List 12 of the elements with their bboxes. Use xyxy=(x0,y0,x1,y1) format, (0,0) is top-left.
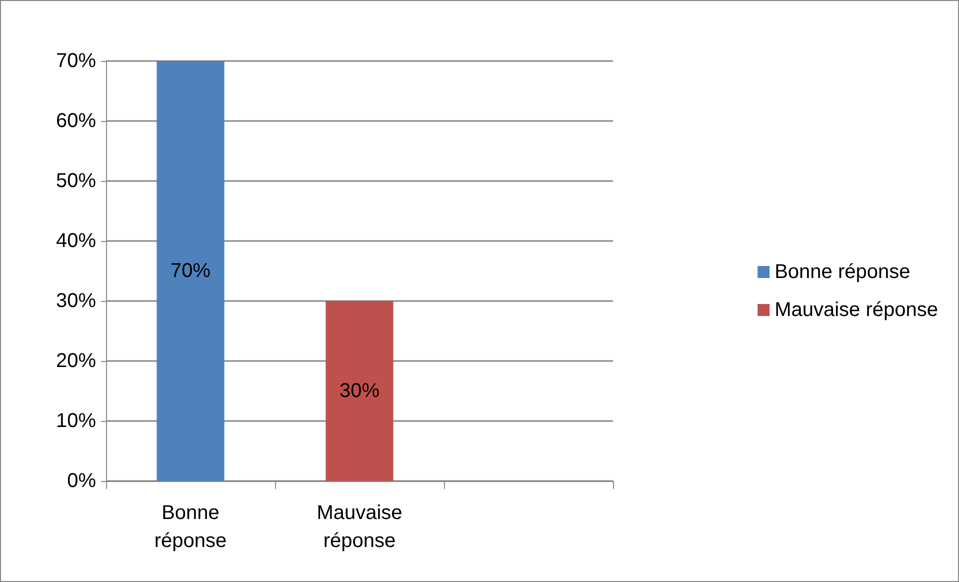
y-tick-label: 50% xyxy=(56,170,96,192)
data-label: 30% xyxy=(339,380,380,402)
y-tick-label: 0% xyxy=(67,470,96,492)
y-tick-label: 10% xyxy=(56,410,96,432)
y-tick-label: 60% xyxy=(56,110,96,132)
legend-label: Mauvaise réponse xyxy=(774,299,938,321)
y-tick-label: 30% xyxy=(56,290,96,312)
data-label: 70% xyxy=(170,260,211,282)
y-tick-label: 40% xyxy=(56,230,96,252)
legend-label: Bonne réponse xyxy=(774,261,910,283)
y-tick-label: 70% xyxy=(56,50,96,72)
y-tick-label: 20% xyxy=(56,350,96,372)
